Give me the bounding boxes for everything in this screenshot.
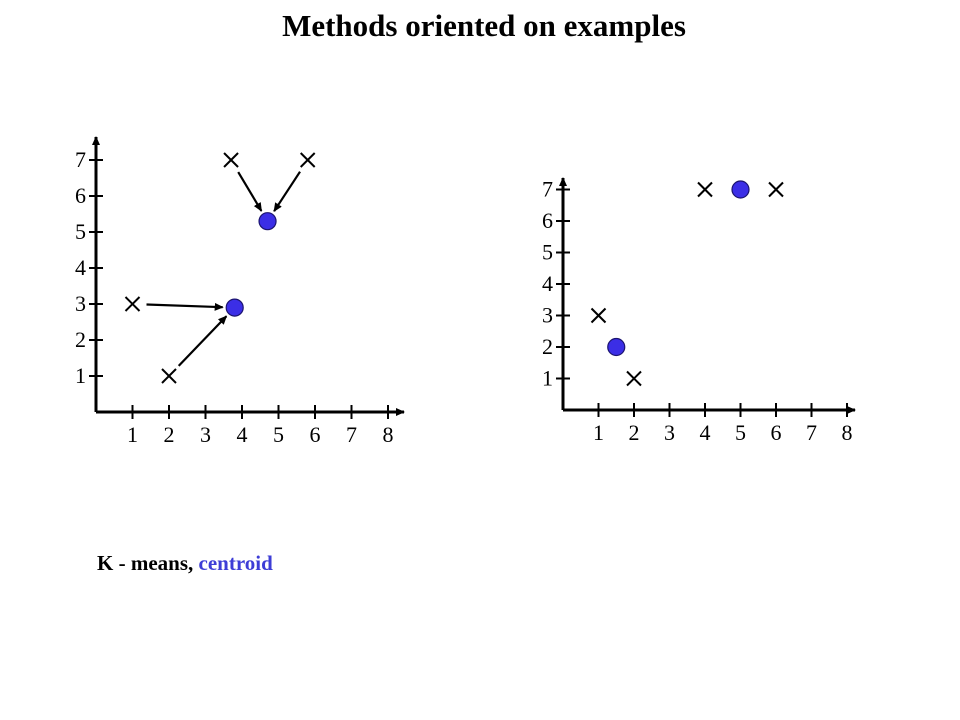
y-tick-label: 5 (75, 219, 86, 244)
data-point-cross (626, 370, 642, 387)
centroid-point (731, 180, 750, 199)
y-tick-label: 4 (75, 255, 86, 280)
centroid-point (607, 337, 626, 357)
x-tick-label: 7 (806, 420, 817, 445)
x-tick-label: 2 (164, 422, 175, 447)
y-tick-label: 7 (542, 177, 553, 202)
data-point-cross (768, 181, 784, 198)
assignment-arrow (273, 171, 301, 213)
assignment-arrow (146, 302, 224, 311)
x-tick-label: 7 (346, 422, 357, 447)
data-point-cross (697, 181, 713, 198)
x-tick-label: 5 (273, 422, 284, 447)
data-point-cross (590, 307, 607, 324)
x-tick-label: 5 (735, 420, 746, 445)
y-tick-label: 7 (75, 147, 86, 172)
x-tick-label: 8 (383, 422, 394, 447)
y-tick-label: 6 (75, 183, 86, 208)
x-tick-label: 1 (593, 420, 604, 445)
x-tick-label: 3 (664, 420, 675, 445)
caption-text: K - means, (97, 551, 194, 575)
y-tick-label: 1 (75, 363, 86, 388)
x-tick-label: 4 (700, 420, 711, 445)
y-tick-label: 1 (542, 366, 553, 391)
centroid-point (225, 298, 244, 317)
data-point-cross (161, 368, 177, 384)
y-tick-label: 5 (542, 240, 553, 265)
y-tick-label: 2 (75, 327, 86, 352)
x-tick-label: 2 (629, 420, 640, 445)
x-tick-label: 4 (237, 422, 248, 447)
assignment-arrow (237, 171, 263, 212)
y-tick-label: 3 (75, 291, 86, 316)
page-title: Methods oriented on examples (282, 8, 686, 43)
x-tick-label: 8 (842, 420, 853, 445)
data-point-cross (223, 152, 239, 168)
caption-highlight: centroid (198, 551, 273, 575)
y-tick-label: 4 (542, 271, 553, 296)
y-tick-label: 2 (542, 334, 553, 359)
y-tick-label: 6 (542, 208, 553, 233)
centroid-point (258, 212, 277, 231)
data-point-cross (299, 152, 316, 168)
x-tick-label: 6 (310, 422, 321, 447)
x-tick-label: 1 (127, 422, 138, 447)
assignment-arrow (177, 315, 228, 367)
data-point-cross (124, 296, 141, 312)
y-tick-label: 3 (542, 303, 553, 328)
x-tick-label: 3 (200, 422, 211, 447)
caption: K - means, centroid (97, 551, 273, 576)
x-tick-label: 6 (771, 420, 782, 445)
